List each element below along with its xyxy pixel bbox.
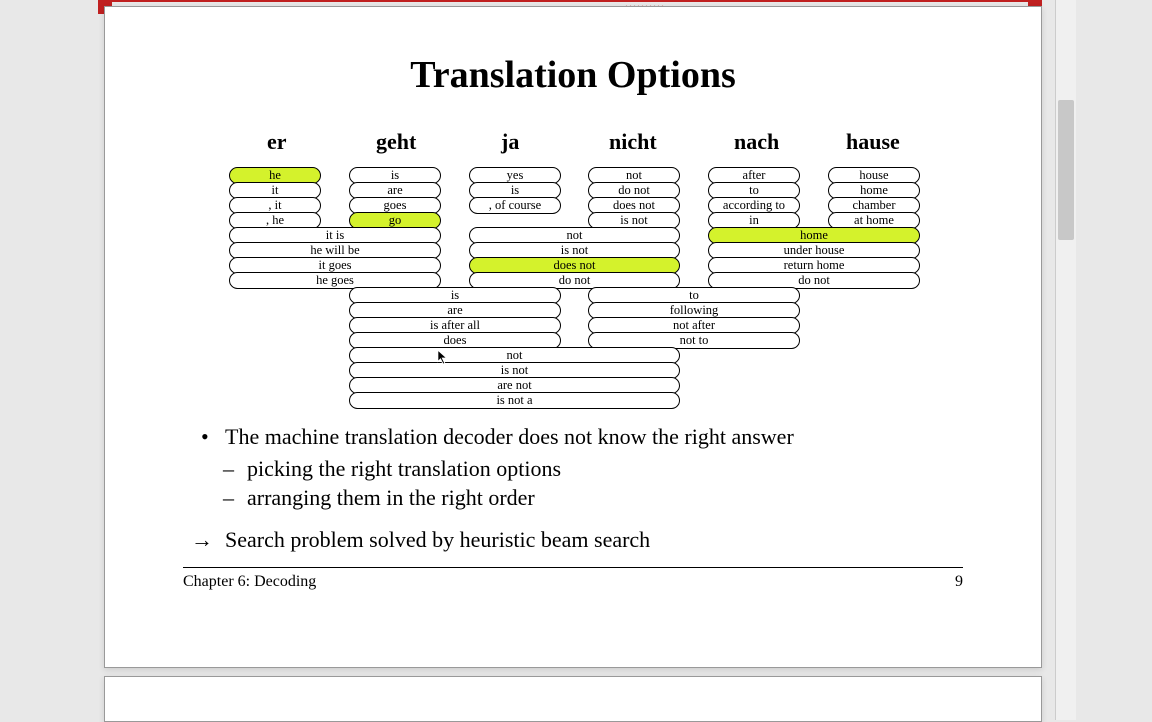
next-slide-peek [104, 676, 1042, 722]
translation-option: , of course [469, 197, 561, 214]
bullet-list: The machine translation decoder does not… [189, 423, 989, 553]
footer-rule [183, 567, 963, 568]
bullet-sub-1: picking the right translation options [247, 455, 989, 483]
vertical-scrollbar[interactable] [1055, 0, 1076, 720]
source-word: er [267, 129, 287, 155]
source-word: geht [376, 129, 416, 155]
source-word: ja [501, 129, 519, 155]
translation-option: is not a [349, 392, 680, 409]
bullet-arrow: Search problem solved by heuristic beam … [225, 526, 989, 554]
bullet-sub-2: arranging them in the right order [247, 484, 989, 512]
footer-chapter: Chapter 6: Decoding [183, 573, 316, 591]
source-word: nicht [609, 129, 657, 155]
source-word: nach [734, 129, 779, 155]
slide-page: Translation Options er geht ja nicht nach hau… [104, 6, 1042, 668]
slide-title: Translation Options [105, 53, 1041, 97]
footer-page-number: 9 [955, 573, 963, 591]
viewport: .......... Translation Options ergehtjan… [0, 0, 1152, 720]
bullet-main: The machine translation decoder does not… [225, 423, 989, 451]
scrollbar-thumb[interactable] [1058, 100, 1074, 240]
source-word: hause [846, 129, 900, 155]
mouse-cursor-icon [437, 349, 451, 367]
